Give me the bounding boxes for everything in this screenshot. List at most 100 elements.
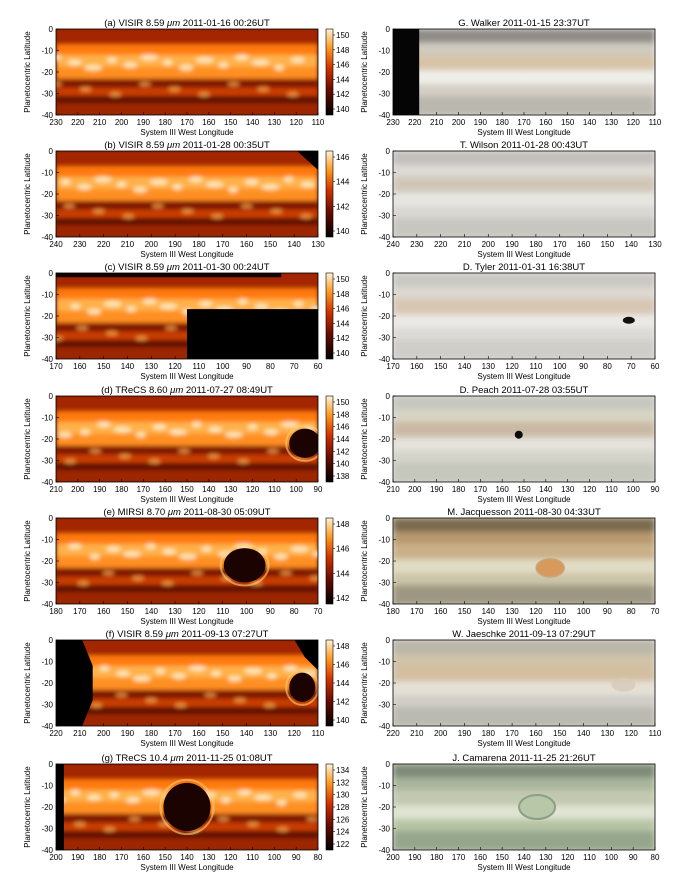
left-axis-lat-tick: 0 <box>49 147 54 156</box>
right-panel-title: T. Wilson 2011-01-28 00:43UT <box>460 140 588 151</box>
visible-map-image <box>393 640 655 726</box>
colorbar-tick: 140 <box>336 227 350 236</box>
left-axis-lat-tick: -30 <box>41 825 53 834</box>
colorbar-tick: 124 <box>336 828 350 837</box>
left-axis-lat-tick: 0 <box>49 514 54 523</box>
right-axis-lon-tick: 140 <box>577 729 591 738</box>
left-axis-lon-tick: 100 <box>268 853 282 862</box>
left-title-prefix: (d) TReCS 8.60 <box>101 385 170 396</box>
right-axis-lon-tick: 150 <box>517 485 531 494</box>
colorbar-tick: 122 <box>336 840 350 849</box>
right-axis-lon-tick: 140 <box>625 240 639 249</box>
left-axis-lat-tick: -40 <box>41 478 53 487</box>
visible-map-image <box>393 764 655 850</box>
left-axis-lon-tick: 130 <box>268 118 282 127</box>
figure-row: (e) MIRSI 8.70 μm 2011-08-30 05:09UT 0 -10… <box>23 507 660 626</box>
right-axis-lon-tick: 140 <box>583 118 597 127</box>
left-axis-lon-tick: 190 <box>71 853 85 862</box>
right-axis-lat-tick: -10 <box>378 658 390 667</box>
left-axis-lon-tick: 170 <box>216 240 230 249</box>
right-axis-lon-tick: 210 <box>458 240 472 249</box>
right-axis-lon-tick: 160 <box>434 607 448 616</box>
right-axis-lon-tick: 120 <box>529 607 543 616</box>
colorbar-tick: 148 <box>336 410 350 419</box>
right-axis-lon-tick: 160 <box>539 118 553 127</box>
left-axis-lat-tick: -20 <box>41 557 53 566</box>
right-axis-lat-tick: -20 <box>378 803 390 812</box>
right-axis-lat-tick: -40 <box>378 722 390 731</box>
left-axis-lon-tick: 100 <box>240 607 254 616</box>
left-axis-lon-tick: 180 <box>93 853 107 862</box>
left-axis-lon-tick: 120 <box>289 118 303 127</box>
figure-row: (d) TReCS 8.60 μm 2011-07-27 08:49UT 0 -10… <box>23 385 660 504</box>
left-axis-lon-tick: 150 <box>264 240 278 249</box>
right-axis-lon-tick: 110 <box>605 485 618 494</box>
right-axis-lon-tick: 220 <box>408 118 422 127</box>
left-axis-lat-tick: -10 <box>41 782 53 791</box>
left-axis-lon-tick: 180 <box>115 485 129 494</box>
left-axis-lon-tick: 180 <box>158 118 172 127</box>
left-axis-lon-tick: 170 <box>115 853 129 862</box>
left-axis-lon-tick: 130 <box>168 607 182 616</box>
left-axis-lon-tick: 160 <box>97 607 111 616</box>
left-axis-lat-tick: 0 <box>49 392 54 401</box>
right-axis-lon-tick: 230 <box>386 118 400 127</box>
left-axis-lon-tick: 190 <box>168 240 182 249</box>
right-axis-lat-tick: -40 <box>378 233 390 242</box>
left-title-unit: μm <box>167 507 181 518</box>
left-axis-lon-tick: 120 <box>246 485 260 494</box>
left-title-unit: μm <box>166 262 180 273</box>
left-axis-xlabel: System III West Longitude <box>140 372 234 381</box>
right-axis-lon-tick: 170 <box>474 485 488 494</box>
right-axis-lon-tick: 70 <box>627 362 636 371</box>
colorbar-tick: 130 <box>336 791 350 800</box>
right-axis-lon-tick: 100 <box>626 485 640 494</box>
right-axis-lon-tick: 130 <box>505 607 519 616</box>
colorbar-tick: 148 <box>336 642 350 651</box>
right-axis-lon-tick: 80 <box>603 362 612 371</box>
right-axis-xlabel: System III West Longitude <box>477 495 571 504</box>
colorbar-tick: 140 <box>336 716 350 725</box>
colorbar: 134 132 130 128 126 124 122 <box>325 763 350 851</box>
colorbar-tick: 132 <box>336 778 350 787</box>
left-axis-lon-tick: 150 <box>180 485 194 494</box>
colorbar-tick: 146 <box>336 305 350 314</box>
visible-map-image <box>393 396 655 482</box>
left-axis-lon-tick: 110 <box>312 729 325 738</box>
colorbar-tick: 140 <box>336 460 350 469</box>
left-axis-lat-tick: -30 <box>41 579 53 588</box>
left-axis-lat-tick: -10 <box>41 47 53 56</box>
right-axis-lon-tick: 150 <box>561 118 575 127</box>
colorbar-tick: 146 <box>336 661 350 670</box>
right-panel-title: G. Walker 2011-01-15 23:37UT <box>458 18 590 29</box>
right-axis-xlabel: System III West Longitude <box>477 128 571 137</box>
right-axis-lat-tick: -40 <box>378 600 390 609</box>
left-axis-lon-tick: 90 <box>292 853 301 862</box>
left-axis-xlabel: System III West Longitude <box>140 128 234 137</box>
left-axis-lat-tick: -20 <box>41 68 53 77</box>
right-axis-lon-tick: 130 <box>482 362 496 371</box>
left-axis-lon-tick: 160 <box>202 118 216 127</box>
right-axis-lon-tick: 210 <box>410 729 424 738</box>
right-axis-lon-tick: 220 <box>386 729 400 738</box>
right-axis-lon-tick: 120 <box>626 118 640 127</box>
right-panel-title: D. Peach 2011-07-28 03:55UT <box>460 385 589 396</box>
right-axis-lat-tick: -20 <box>378 557 390 566</box>
left-axis-lon-tick: 160 <box>240 240 254 249</box>
ir-map-image <box>56 640 318 726</box>
right-axis-lon-tick: 120 <box>583 485 597 494</box>
right-axis-lon-tick: 150 <box>601 240 615 249</box>
left-title-unit: μm <box>169 385 183 396</box>
left-axis-lon-tick: 80 <box>290 607 299 616</box>
left-axis-lon-tick: 160 <box>192 729 206 738</box>
left-title-prefix: (g) TReCS 10.4 <box>101 753 170 764</box>
left-axis-lat-tick: -10 <box>41 536 53 545</box>
left-axis-lon-tick: 120 <box>224 853 238 862</box>
right-axis-lat-tick: -30 <box>378 701 390 710</box>
colorbar-tick: 142 <box>336 90 350 99</box>
left-axis-lon-tick: 210 <box>49 485 63 494</box>
right-axis-lon-tick: 110 <box>583 853 596 862</box>
figure-row: (g) TReCS 10.4 μm 2011-11-25 01:08UT 0 -10… <box>23 753 660 872</box>
colorbar-tick: 144 <box>336 75 350 84</box>
